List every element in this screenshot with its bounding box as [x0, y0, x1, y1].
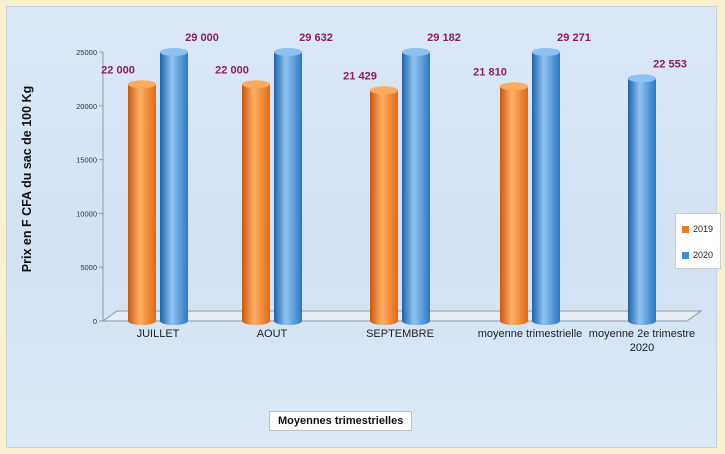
legend: 2019 2020: [675, 213, 721, 269]
y-tick-label: 10000: [76, 209, 97, 218]
x-tick-label-septembre: SEPTEMBRE: [366, 328, 434, 340]
data-label-2019-3: 21 810: [473, 66, 507, 78]
legend-swatch-2020: [682, 251, 689, 259]
legend-item-2019: 2019: [682, 224, 713, 234]
data-label-2020-0: 29 000: [185, 32, 219, 44]
x-tick-label-moyenne-trimestrielle: moyenne trimestrielle: [477, 328, 583, 340]
data-label-2019-2: 21 429: [343, 70, 377, 82]
legend-item-2020: 2020: [682, 250, 713, 260]
bar-2019-2: [370, 86, 398, 325]
legend-label-2019: 2019: [693, 224, 714, 234]
y-tick-label: 20000: [76, 102, 97, 111]
y-tick-label: 0: [93, 317, 97, 326]
bar-2019-0: [128, 80, 156, 325]
y-axis-title: Prix en F CFA du sac de 100 Kg: [20, 85, 34, 273]
data-label-2020-4: 22 553: [653, 58, 687, 70]
bar-2020-4: [628, 74, 656, 325]
y-tick-label: 15000: [76, 156, 97, 165]
bar-2019-1: [242, 80, 270, 325]
x-tick-label-juillet: JUILLET: [136, 328, 180, 340]
y-tick-label: 5000: [80, 263, 97, 272]
data-label-2020-3: 29 271: [557, 32, 591, 44]
bar-2020-0: [160, 48, 188, 325]
bar-2020-3: [532, 48, 560, 325]
legend-swatch-2019: [682, 225, 689, 233]
bar-2019-3: [500, 82, 528, 325]
data-label-2019-0: 22 000: [101, 64, 135, 76]
data-label-2019-1: 22 000: [215, 64, 249, 76]
x-tick-label-moyenne-2e-trimestre: moyenne 2e trimestre 2020: [588, 328, 696, 354]
x-tick-label-aout: AOUT: [256, 328, 288, 340]
y-tick-label: 25000: [76, 48, 97, 57]
data-label-2020-2: 29 182: [427, 32, 461, 44]
bar-2020-2: [402, 48, 430, 325]
x-axis-title: Moyennes trimestrielles: [269, 411, 413, 431]
chart-frame: 0 5000 10000 15000 20000 25000 22 000 22 000 21 …: [6, 6, 721, 448]
data-label-2020-1: 29 632: [299, 32, 333, 44]
legend-label-2020: 2020: [693, 250, 714, 260]
y-axis-title-wrap: Prix en F CFA du sac de 100 Kg: [15, 43, 39, 315]
bar-2020-1: [274, 48, 302, 325]
bar-chart: 0 5000 10000 15000 20000 25000 22 000 22 000 21 …: [76, 32, 703, 326]
